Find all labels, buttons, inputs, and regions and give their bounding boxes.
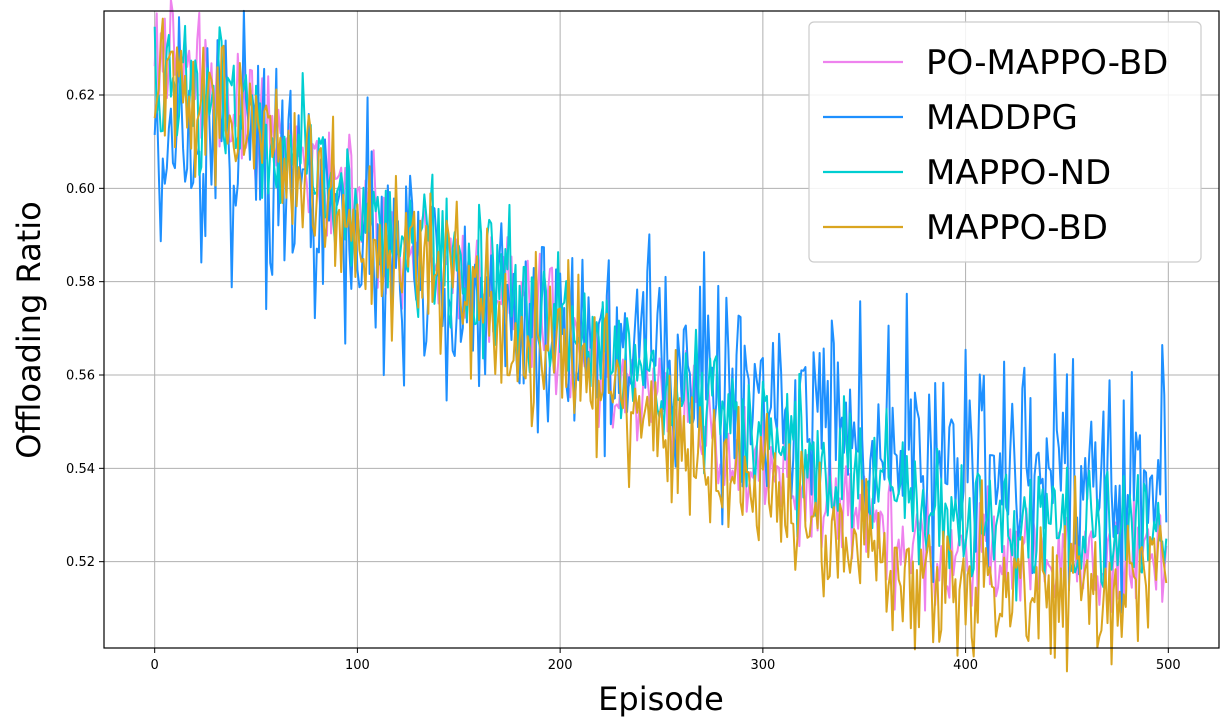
- y-tick-label: 0.52: [66, 555, 95, 570]
- y-axis-ticks: 0.52 0.54 0.56 0.58 0.60 0.62: [66, 89, 104, 570]
- x-tick-label: 0: [151, 658, 159, 673]
- y-axis-label: Offloading Ratio: [10, 201, 48, 458]
- y-tick-label: 0.58: [66, 275, 95, 290]
- x-tick-label: 300: [750, 658, 775, 673]
- y-tick-label: 0.54: [66, 462, 95, 477]
- series-line-maddpg: [153, 9, 1168, 614]
- x-tick-label: 200: [548, 658, 573, 673]
- series-layer: [153, 0, 1168, 673]
- series-line-mappo-bd: [153, 17, 1168, 673]
- y-tick-label: 0.62: [66, 89, 95, 104]
- plot-frame: [103, 10, 1220, 649]
- x-axis-ticks: 0 100 200 300 400 500: [151, 648, 1181, 673]
- legend-label-maddpg: MADDPG: [926, 98, 1078, 138]
- legend-label-mappo-nd: MAPPO-ND: [926, 153, 1111, 193]
- x-tick-label: 400: [953, 658, 978, 673]
- x-axis-label: Episode: [598, 680, 724, 718]
- x-tick-label: 100: [345, 658, 370, 673]
- legend-label-po-mappo-bd: PO-MAPPO-BD: [926, 43, 1168, 83]
- y-tick-label: 0.60: [66, 182, 95, 197]
- x-tick-label: 500: [1156, 658, 1181, 673]
- y-tick-label: 0.56: [66, 369, 95, 384]
- legend: PO-MAPPO-BD MADDPG MAPPO-ND MAPPO-BD: [808, 21, 1202, 263]
- legend-label-mappo-bd: MAPPO-BD: [926, 208, 1108, 248]
- legend-box: [808, 21, 1202, 263]
